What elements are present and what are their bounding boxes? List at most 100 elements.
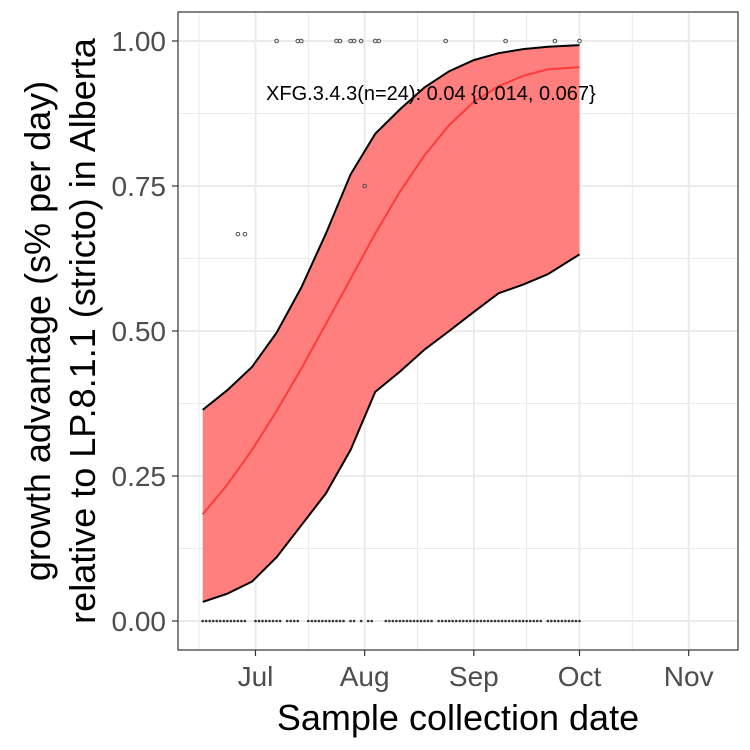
zero-observation-point	[222, 619, 226, 623]
zero-observation-point	[229, 619, 233, 623]
y-tick-label: 0.25	[112, 461, 167, 492]
zero-observation-point	[405, 619, 409, 623]
zero-observation-point	[426, 619, 430, 623]
zero-observation-point	[564, 619, 567, 623]
observation-point	[235, 231, 241, 237]
confidence-ribbon	[202, 45, 580, 602]
zero-observation-point	[483, 619, 486, 623]
zero-observation-point	[440, 619, 444, 623]
zero-observation-point	[532, 619, 536, 623]
zero-observation-point	[321, 619, 324, 623]
observation-point	[358, 38, 364, 44]
y-tick-label: 0.75	[112, 171, 167, 202]
zero-observation-point	[525, 619, 528, 623]
zero-observation-point	[476, 619, 479, 623]
y-axis-title-line-2: relative to LP.8.1.1 (stricto) in Albert…	[62, 37, 103, 624]
zero-observation-point	[211, 619, 215, 623]
x-axis-title: Sample collection date	[277, 697, 639, 738]
x-axis: Jul Aug Sep Oct Nov	[238, 650, 714, 692]
zero-observation-point	[500, 619, 504, 623]
zero-observation-point	[423, 619, 426, 623]
zero-observation-point	[328, 619, 331, 623]
zero-observation-point	[201, 619, 204, 623]
zero-observation-point	[317, 619, 321, 623]
zero-observation-point	[454, 619, 458, 623]
zero-observation-point	[233, 619, 236, 623]
zero-observation-point	[574, 619, 578, 623]
x-tick-label: Aug	[340, 661, 390, 692]
observation-point	[242, 231, 248, 237]
y-axis: 0.00 0.25 0.50 0.75 1.00	[112, 26, 178, 637]
zero-observation-point	[444, 619, 447, 623]
zero-observation-point	[366, 619, 370, 623]
zero-observation-point	[218, 619, 222, 623]
zero-observation-point	[535, 619, 539, 623]
fit-annotation: XFG.3.4.3(n=24): 0.04 {0.014, 0.067}	[266, 83, 596, 105]
zero-observation-point	[521, 619, 525, 623]
observation-point	[577, 38, 582, 44]
zero-observation-point	[419, 619, 423, 623]
zero-observation-point	[338, 619, 342, 623]
y-tick-label: 0.00	[112, 606, 167, 637]
zero-observation-point	[310, 619, 314, 623]
observation-point	[298, 38, 304, 44]
zero-observation-point	[437, 619, 440, 623]
ci-upper-boundary	[202, 44, 580, 411]
plot-panel	[177, 11, 739, 651]
zero-observation-point	[571, 619, 574, 623]
zero-observation-point	[497, 619, 500, 623]
zero-observation-point	[204, 619, 208, 623]
zero-observation-point	[261, 619, 264, 623]
x-tick-label: Oct	[558, 661, 602, 692]
zero-observation-point	[307, 619, 310, 623]
zero-observation-point	[507, 619, 511, 623]
zero-observation-point	[479, 619, 483, 623]
zero-observation-point	[416, 619, 419, 623]
zero-observation-point	[430, 619, 433, 623]
zero-observation-point	[553, 619, 557, 623]
observation-point	[337, 38, 343, 44]
zero-observation-point	[271, 619, 275, 623]
zero-observation-point	[342, 619, 345, 623]
observation-point	[443, 38, 448, 44]
zero-observation-point	[560, 619, 564, 623]
x-tick-label: Nov	[664, 661, 714, 692]
zero-observation-point	[546, 619, 550, 623]
x-tick-label: Jul	[238, 661, 274, 692]
zero-observation-point	[208, 619, 211, 623]
zero-observation-point	[324, 619, 328, 623]
zero-observation-point	[352, 619, 356, 623]
ci-lower-boundary	[202, 253, 581, 603]
zero-observation-point	[215, 619, 219, 623]
zero-observation-point	[409, 619, 412, 623]
zero-observation-point	[398, 619, 402, 623]
observation-points	[235, 38, 582, 237]
zero-observation-point	[359, 619, 363, 623]
fitted-growth-line	[201, 66, 580, 515]
zero-observation-point	[289, 619, 293, 623]
zero-observation-point	[236, 619, 240, 623]
zero-observation-point	[490, 619, 493, 623]
y-axis-title: growth advantage (s% per day) relative t…	[17, 37, 103, 624]
zero-observation-point	[349, 619, 352, 623]
zero-observation-point	[296, 619, 300, 623]
zero-observation-point	[226, 619, 229, 623]
zero-observation-point	[384, 619, 388, 623]
zero-observation-point	[539, 619, 543, 623]
x-tick-label: Sep	[449, 661, 499, 692]
zero-observation-point	[504, 619, 507, 623]
y-tick-label: 0.50	[112, 316, 167, 347]
zero-observation-point	[447, 619, 451, 623]
zero-observation-point	[472, 619, 476, 623]
observation-point	[274, 38, 279, 44]
zero-observation-point	[567, 619, 571, 623]
zero-observation-point	[331, 619, 335, 623]
observation-point	[376, 38, 382, 44]
zero-observation-point	[486, 619, 490, 623]
zero-observation-point	[395, 619, 398, 623]
zero-observation-point	[370, 619, 374, 623]
y-axis-title-line-1: growth advantage (s% per day)	[17, 81, 58, 581]
zero-observation-point	[391, 619, 395, 623]
y-tick-label: 1.00	[112, 26, 167, 57]
